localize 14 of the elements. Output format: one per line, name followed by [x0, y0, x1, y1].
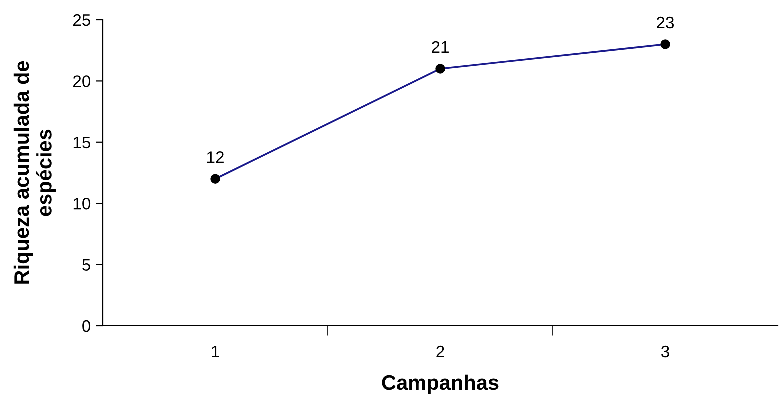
data-label: 21 — [432, 41, 449, 53]
y-tick-label: 25 — [73, 14, 90, 26]
y-tick-label: 5 — [82, 259, 90, 272]
y-tick-label: 15 — [74, 136, 90, 149]
x-axis-title: Campanhas — [382, 374, 499, 394]
data-label: 12 — [208, 152, 224, 164]
x-tick-label: 2 — [436, 346, 444, 358]
y-tick-label: 20 — [73, 76, 91, 88]
x-tick-label: 1 — [212, 346, 220, 358]
y-tick-label: 0 — [82, 320, 91, 332]
y-axis-title: Riqueza acumulada de espécies — [14, 61, 56, 284]
x-tick-label: 3 — [662, 346, 670, 358]
y-tick-label: 10 — [74, 198, 91, 210]
data-label: 23 — [657, 16, 674, 29]
